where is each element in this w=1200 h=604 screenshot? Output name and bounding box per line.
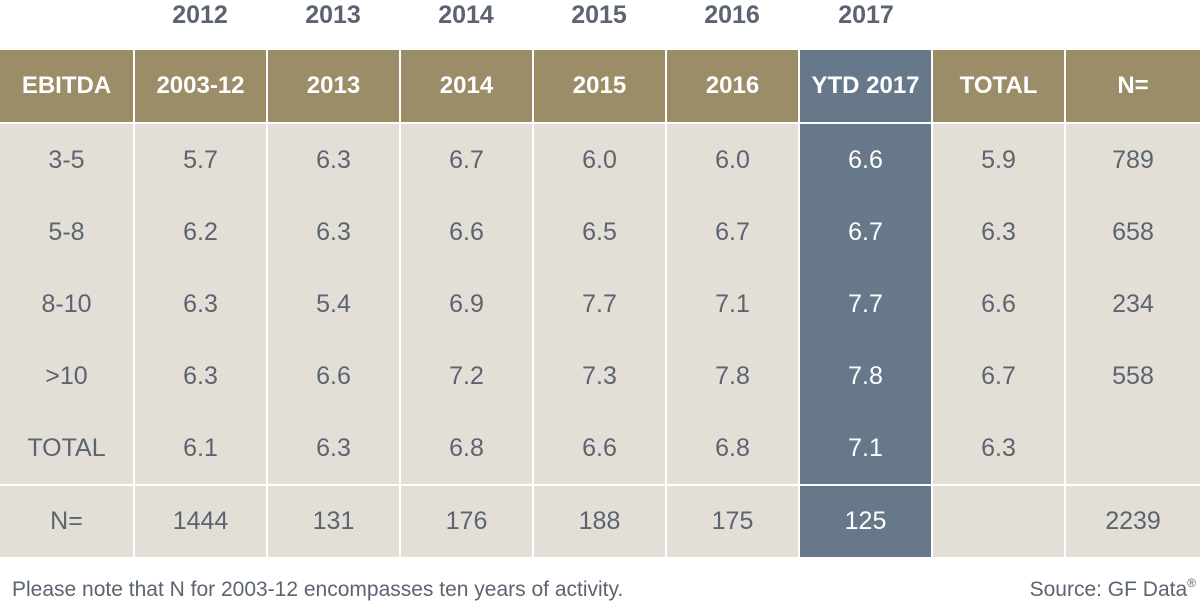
table-cell: 6.3	[267, 196, 401, 268]
source-credit: Source: GF Data®	[1029, 576, 1196, 602]
table-cell: 6.3	[134, 268, 268, 340]
count-row: N= 1444 131 176 188 175 125 2239	[0, 484, 1200, 557]
column-header: N=	[1065, 50, 1200, 124]
table-cell: 789	[1065, 123, 1200, 196]
source-text: Source: GF Data	[1029, 578, 1188, 601]
table-cell: 6.7	[932, 340, 1066, 412]
column-header: YTD 2017	[799, 50, 933, 124]
row-label: >10	[0, 340, 135, 412]
table-cell: 7.8	[799, 340, 933, 412]
table-cell: 6.5	[533, 196, 667, 268]
table-cell: 6.1	[134, 412, 268, 485]
table-cell: 7.7	[799, 268, 933, 340]
table-cell: 7.7	[533, 268, 667, 340]
table-cell: 558	[1065, 340, 1200, 412]
table-cell	[1065, 412, 1200, 485]
table-cell: 6.7	[400, 123, 534, 196]
table-cell: 6.6	[400, 196, 534, 268]
ebitda-multiples-table: EBITDA 2003-12 2013 2014 2015 2016 YTD 2017 TOT…	[0, 50, 1200, 557]
top-year-label: 2015	[571, 1, 627, 29]
table-cell: 7.1	[666, 268, 800, 340]
table-header-row: EBITDA 2003-12 2013 2014 2015 2016 YTD 2017 TOT…	[0, 50, 1200, 124]
table-cell: 7.2	[400, 340, 534, 412]
table-row: 5-8 6.2 6.3 6.6 6.5 6.7 6.7 6.3 658	[0, 196, 1200, 268]
registered-mark: ®	[1187, 576, 1196, 590]
table-cell: 6.7	[666, 196, 800, 268]
row-label: 5-8	[0, 196, 135, 268]
table-row: 8-10 6.3 5.4 6.9 7.7 7.1 7.7 6.6 234	[0, 268, 1200, 340]
column-header: 2013	[267, 50, 401, 124]
row-label: 3-5	[0, 123, 135, 196]
top-year-labels: 2012 2013 2014 2015 2016 2017	[0, 0, 1200, 50]
row-header-label: EBITDA	[0, 50, 135, 124]
count-cell: 176	[400, 484, 534, 557]
column-header: 2014	[400, 50, 534, 124]
top-year-label: 2016	[704, 1, 760, 29]
top-year-label: 2013	[305, 1, 361, 29]
top-year-label: 2014	[438, 1, 494, 29]
table-row: 3-5 5.7 6.3 6.7 6.0 6.0 6.6 5.9 789	[0, 123, 1200, 196]
table-cell: 5.9	[932, 123, 1066, 196]
count-cell: 175	[666, 484, 800, 557]
table-cell: 5.7	[134, 123, 268, 196]
column-header: 2016	[666, 50, 800, 124]
table-row: >10 6.3 6.6 7.2 7.3 7.8 7.8 6.7 558	[0, 340, 1200, 412]
column-header: 2003-12	[134, 50, 268, 124]
top-year-label: 2012	[172, 1, 228, 29]
table-cell: 6.6	[932, 268, 1066, 340]
row-label: TOTAL	[0, 412, 135, 485]
row-label: 8-10	[0, 268, 135, 340]
table-cell: 6.3	[932, 196, 1066, 268]
table-cell: 6.0	[666, 123, 800, 196]
table-cell: 6.6	[267, 340, 401, 412]
row-label: N=	[0, 484, 135, 557]
table-cell: 6.3	[267, 412, 401, 485]
count-cell: 131	[267, 484, 401, 557]
table-cell: 6.3	[134, 340, 268, 412]
table-cell: 6.6	[799, 123, 933, 196]
table-cell: 6.0	[533, 123, 667, 196]
count-cell: 2239	[1065, 484, 1200, 557]
table-cell: 6.6	[533, 412, 667, 485]
table-cell: 234	[1065, 268, 1200, 340]
column-header: TOTAL	[932, 50, 1066, 124]
table-cell: 7.3	[533, 340, 667, 412]
footnote: Please note that N for 2003-12 encompass…	[12, 578, 624, 601]
table-cell: 6.8	[666, 412, 800, 485]
top-year-label: 2017	[838, 1, 894, 29]
count-cell	[932, 484, 1066, 557]
table-cell: 6.3	[267, 123, 401, 196]
count-cell: 1444	[134, 484, 268, 557]
table-cell: 6.8	[400, 412, 534, 485]
table-cell: 6.7	[799, 196, 933, 268]
table-row: TOTAL 6.1 6.3 6.8 6.6 6.8 7.1 6.3	[0, 412, 1200, 485]
table-cell: 5.4	[267, 268, 401, 340]
table-cell: 6.2	[134, 196, 268, 268]
table-cell: 658	[1065, 196, 1200, 268]
table-body: 3-5 5.7 6.3 6.7 6.0 6.0 6.6 5.9 789 5-8 6.2 6.3 6.6 6…	[0, 123, 1200, 557]
table-cell: 6.3	[932, 412, 1066, 485]
count-cell: 125	[799, 484, 933, 557]
count-cell: 188	[533, 484, 667, 557]
table-cell: 7.1	[799, 412, 933, 485]
column-header: 2015	[533, 50, 667, 124]
table-cell: 6.9	[400, 268, 534, 340]
table-cell: 7.8	[666, 340, 800, 412]
